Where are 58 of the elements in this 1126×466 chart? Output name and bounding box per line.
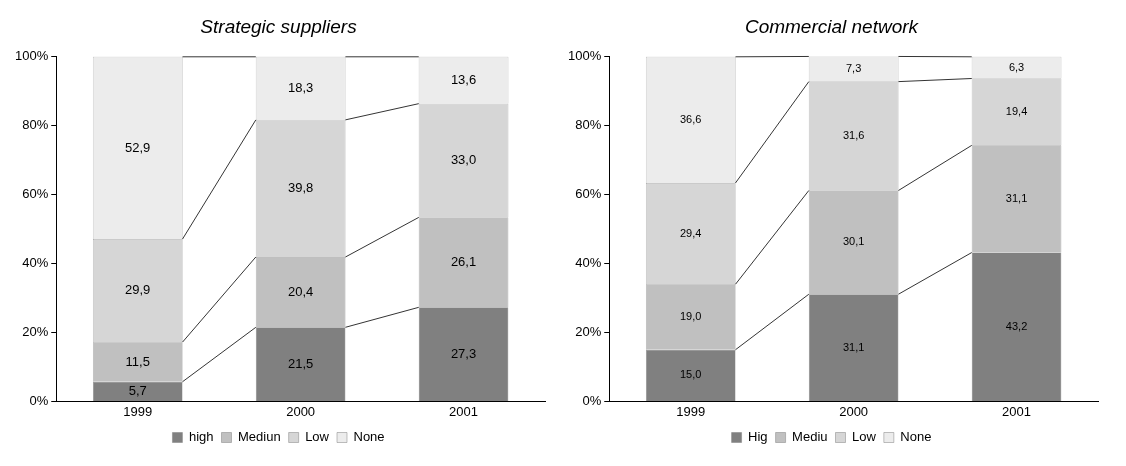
- bar: [645, 349, 736, 401]
- data-label: 30,1: [842, 235, 865, 248]
- y-tick-label: 100%: [15, 48, 49, 64]
- chart-title: Commercial network: [744, 15, 920, 37]
- data-label: 43,2: [1005, 319, 1028, 332]
- y-tick-label: 100%: [568, 48, 602, 64]
- x-tick-label: 2000: [839, 403, 869, 419]
- data-label: 36,6: [680, 112, 702, 125]
- y-tick-label: 0%: [582, 392, 602, 408]
- x-tick-label: 2000: [286, 403, 316, 419]
- data-label: 6,3: [1008, 60, 1025, 73]
- legend-label: Low: [305, 429, 330, 445]
- y-tick-label: 20%: [575, 324, 602, 340]
- legend-label: Low: [851, 429, 877, 445]
- data-label: 29,4: [680, 226, 702, 239]
- data-label: 33,0: [450, 152, 477, 168]
- bar: [808, 294, 899, 401]
- y-tick-label: 60%: [575, 186, 602, 202]
- y-tick-label: 40%: [22, 255, 49, 271]
- chart-title: Strategic suppliers: [200, 15, 358, 37]
- data-label: 31,1: [1005, 191, 1028, 204]
- bar: [971, 252, 1062, 401]
- bar: [255, 327, 346, 401]
- legend-label: Mediu: [792, 429, 828, 445]
- data-label: 29,9: [125, 282, 151, 298]
- bar: [418, 307, 509, 401]
- data-label: 19,0: [680, 310, 702, 322]
- data-label: 20,4: [287, 283, 314, 299]
- data-label: 11,5: [125, 353, 150, 369]
- y-tick-label: 80%: [575, 117, 602, 133]
- data-label: 18,3: [287, 79, 314, 95]
- legend-label: None: [900, 429, 932, 445]
- bar: [92, 381, 183, 401]
- legend-label: Mediun: [238, 429, 281, 445]
- y-tick-label: 20%: [22, 324, 49, 340]
- data-label: 52,9: [125, 139, 151, 155]
- data-label: 31,6: [842, 129, 865, 142]
- legend-label: None: [353, 429, 385, 445]
- y-tick-label: 60%: [22, 186, 49, 202]
- y-tick-label: 0%: [29, 392, 49, 408]
- data-label: 5,7: [128, 382, 147, 398]
- y-tick-label: 80%: [22, 117, 49, 133]
- legend-label: Hig: [748, 429, 768, 445]
- legend-label: high: [188, 429, 214, 445]
- data-label: 27,3: [450, 345, 477, 361]
- data-label: 15,0: [680, 368, 702, 381]
- data-label: 7,3: [845, 62, 862, 75]
- data-label: 39,8: [287, 180, 314, 196]
- x-tick-label: 1999: [676, 403, 706, 419]
- x-tick-label: 2001: [449, 403, 478, 419]
- data-label: 26,1: [450, 253, 477, 269]
- data-label: 21,5: [287, 355, 314, 371]
- data-label: 19,4: [1005, 104, 1028, 117]
- y-tick-label: 40%: [575, 255, 602, 271]
- data-label: 13,6: [450, 71, 477, 87]
- x-tick-label: 1999: [123, 403, 153, 419]
- x-tick-label: 2001: [1002, 403, 1031, 419]
- data-label: 31,1: [842, 340, 865, 353]
